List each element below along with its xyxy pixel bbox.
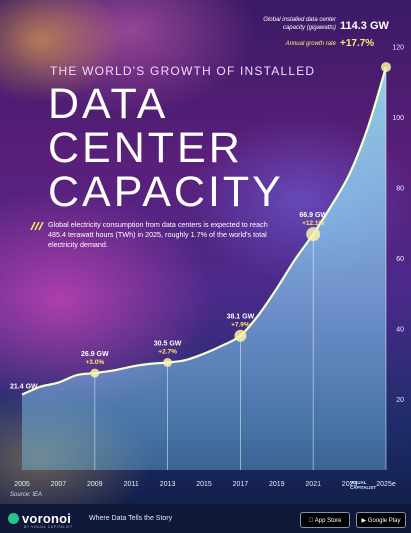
tagline: Where Data Tells the Story (89, 515, 173, 522)
y-tick-label: 100 (392, 115, 404, 122)
y-axis-ticks: 20 40 60 80 100 120 (392, 45, 404, 405)
y-tick-label: 60 (396, 256, 404, 263)
x-tick-label: 2005 (14, 481, 30, 488)
point-markers (90, 62, 391, 378)
app-store-button[interactable]:  App Store (300, 512, 350, 528)
play-icon: ▶ (361, 518, 367, 524)
x-axis-ticks: 2005 2007 2009 2011 2013 2015 2017 2019 2021 2023… (14, 481, 396, 488)
point-growth-label: +2.7% (158, 348, 177, 355)
y-tick-label: 120 (392, 45, 404, 52)
point-value-label: 30.5 GW (154, 340, 182, 347)
point-marker (163, 357, 173, 367)
x-tick-label: 2007 (51, 481, 67, 488)
voronoi-logo[interactable]: voronoi (8, 511, 71, 526)
y-tick-label: 80 (396, 186, 404, 193)
legend-capacity-label: Global installed data center capacity (g… (263, 17, 336, 31)
point-growth-label: +12.1% (302, 220, 324, 227)
voronoi-logo-icon (8, 513, 19, 524)
page-title: DATA CENTER CAPACITY (48, 82, 348, 214)
drop-lines (94, 67, 387, 470)
point-growth-label: +3.0% (85, 359, 104, 366)
visual-capitalist-logo: VISUAL CAPITALIST (350, 480, 376, 490)
voronoi-logo-text: voronoi (22, 511, 72, 526)
vc-brand-line-1: VISUAL (350, 480, 367, 485)
point-value-label: 21.4 GW (10, 384, 38, 391)
x-tick-label: 2017 (233, 481, 249, 488)
legend-growth-label: Annual growth rate (285, 41, 336, 47)
point-value-label: 26.9 GW (81, 351, 109, 358)
logo-subtitle: BY VISUAL CAPITALIST (24, 525, 73, 529)
x-tick-label: 2025e (376, 481, 396, 488)
source-note: Source: IEA (10, 492, 43, 498)
legend-capacity-value: 114.3 GW (340, 20, 389, 32)
x-tick-label: 2021 (305, 481, 321, 488)
capacity-line (21, 66, 388, 396)
google-play-label: Google Play (367, 518, 401, 524)
apple-icon:  (309, 518, 314, 524)
point-labels: 21.4 GW 26.9 GW+3.0% 30.5 GW+2.7% 38.1 GW+7… (10, 212, 327, 390)
title-line-2: CAPACITY (48, 168, 284, 216)
point-marker (234, 329, 247, 342)
x-tick-label: 2023 (342, 481, 358, 488)
point-growth-label: +7.9% (231, 322, 250, 329)
intro-text: Global electricity consumption from data… (48, 220, 268, 249)
title-line-1: DATA CENTER (48, 80, 243, 172)
google-play-button[interactable]: ▶ Google Play (356, 512, 406, 528)
point-value-label: 66.9 GW (299, 212, 327, 219)
point-marker (90, 368, 100, 378)
y-tick-label: 20 (396, 397, 404, 404)
title-overline: THE WORLD'S GROWTH OF INSTALLED (50, 64, 316, 78)
x-tick-label: 2019 (269, 481, 285, 488)
x-tick-label: 2013 (160, 481, 176, 488)
app-store-label: App Store (311, 518, 342, 524)
footer-bar: voronoi BY VISUAL CAPITALIST Where Data … (0, 504, 411, 533)
y-tick-label: 40 (396, 327, 404, 334)
capacity-area (22, 67, 386, 470)
point-marker (306, 227, 321, 242)
slash-marks-icon (30, 222, 44, 230)
vc-brand-line-2: CAPITALIST (350, 485, 377, 490)
x-tick-label: 2011 (124, 481, 139, 488)
point-marker (381, 62, 391, 73)
x-tick-label: 2009 (87, 481, 103, 488)
x-tick-label: 2015 (196, 481, 212, 488)
point-value-label: 38.1 GW (227, 314, 255, 321)
legend-growth-value: +17.7% (340, 38, 375, 49)
